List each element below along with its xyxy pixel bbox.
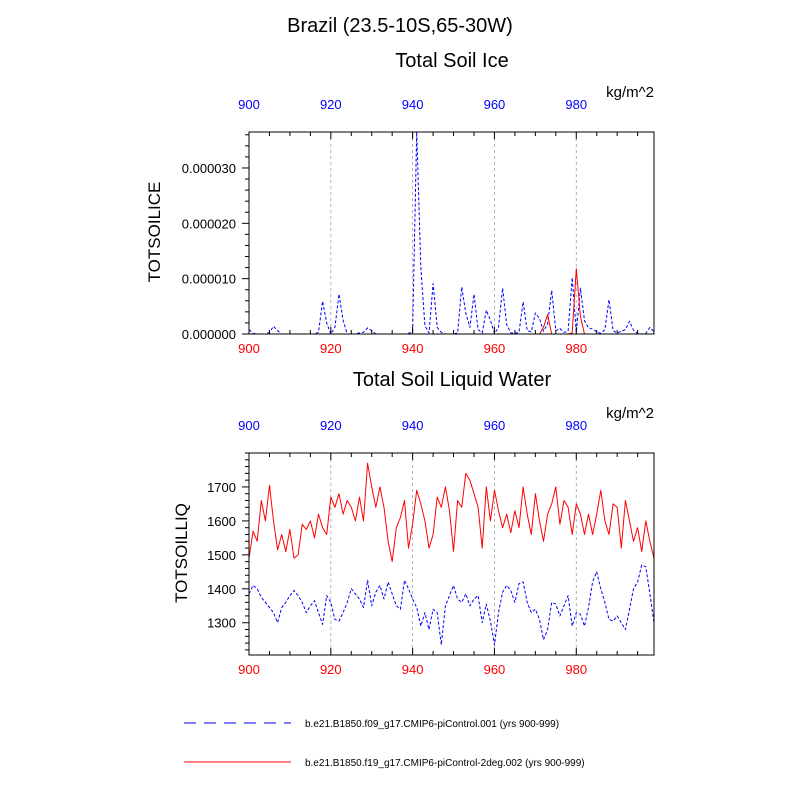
- x-tick-label-top-960: 960: [484, 418, 506, 433]
- y-tick-label-soil-liquid-0: 1300: [207, 616, 236, 631]
- x-tick-label-bottom-960: 960: [484, 341, 506, 356]
- y-axis-label-soil-ice: TOTSOILICE: [145, 182, 164, 283]
- plot-frame-soil-ice: [248, 131, 655, 335]
- x-tick-label-top-920: 920: [320, 418, 342, 433]
- x-gridlines-soil-ice: [330, 132, 577, 334]
- x-tick-label-top-980: 980: [565, 418, 587, 433]
- x-tick-label-bottom-920: 920: [320, 662, 342, 677]
- panel-total-soil-liquid-water: Total Soil Liquid Water kg/m^2 TOTSOILLI…: [172, 369, 655, 677]
- axes-soil-liquid: 900 900 920 920 940 940 960 960 980 980 1300 1400 15…: [207, 418, 639, 677]
- x-tick-label-bottom-940: 940: [402, 341, 424, 356]
- y-tick-label-soil-ice-0: 0.000000: [182, 327, 236, 342]
- series-line-red-solid-soil-liquid: [248, 462, 655, 563]
- x-gridlines-soil-liquid: [330, 453, 577, 655]
- series-line-red-solid-soil-ice: [249, 268, 654, 335]
- axes-soil-ice: 900 900 920 920 940 940 960 960 980 980 0.000000 0.…: [182, 97, 639, 356]
- x-tick-label-bottom-900: 900: [238, 341, 260, 356]
- y-tick-label-soil-liquid-1: 1400: [207, 582, 236, 597]
- figure-title: Brazil (23.5-10S,65-30W): [287, 15, 513, 37]
- legend-label-002: b.e21.B1850.f19_g17.CMIP6-piControl-2deg…: [305, 758, 585, 769]
- x-tick-label-top-940: 940: [402, 97, 424, 112]
- y-axis-label-soil-liquid: TOTSOILLIQ: [172, 503, 191, 603]
- plot-frame-soil-liquid: [248, 452, 655, 656]
- x-tick-label-top-980: 980: [565, 97, 587, 112]
- y-tick-label-soil-liquid-2: 1500: [207, 548, 236, 563]
- series-line-blue-dashed-soil-liquid: [248, 564, 655, 646]
- y-tick-label-soil-ice-2: 0.000020: [182, 216, 236, 231]
- x-tick-label-top-920: 920: [320, 97, 342, 112]
- x-tick-label-top-960: 960: [484, 97, 506, 112]
- x-tick-label-bottom-980: 980: [565, 341, 587, 356]
- panel-title-soil-liquid: Total Soil Liquid Water: [353, 369, 552, 391]
- series-line-blue-dashed-soil-ice: [248, 131, 655, 335]
- panel-title-soil-ice: Total Soil Ice: [395, 50, 508, 72]
- series-lines-soil-ice: [248, 131, 655, 335]
- x-tick-label-bottom-900: 900: [238, 662, 260, 677]
- x-tick-label-top-900: 900: [238, 97, 260, 112]
- y-tick-label-soil-liquid-4: 1700: [207, 480, 236, 495]
- y-tick-label-soil-ice-3: 0.000030: [182, 161, 236, 176]
- x-tick-label-bottom-920: 920: [320, 341, 342, 356]
- panel-units-soil-liquid: kg/m^2: [606, 405, 654, 422]
- x-tick-label-top-900: 900: [238, 418, 260, 433]
- legend: b.e21.B1850.f09_g17.CMIP6-piControl.001 …: [184, 719, 585, 769]
- x-tick-label-bottom-940: 940: [402, 662, 424, 677]
- panel-total-soil-ice: Total Soil Ice kg/m^2 TOTSOILICE 9009009…: [145, 50, 655, 356]
- x-tick-label-top-940: 940: [402, 418, 424, 433]
- panel-units-soil-ice: kg/m^2: [606, 84, 654, 101]
- legend-label-001: b.e21.B1850.f09_g17.CMIP6-piControl.001 …: [305, 719, 559, 730]
- x-tick-label-bottom-980: 980: [565, 662, 587, 677]
- y-tick-label-soil-liquid-3: 1600: [207, 514, 236, 529]
- y-tick-label-soil-ice-1: 0.000010: [182, 272, 236, 287]
- series-lines-soil-liquid: [248, 462, 655, 646]
- x-tick-label-bottom-960: 960: [484, 662, 506, 677]
